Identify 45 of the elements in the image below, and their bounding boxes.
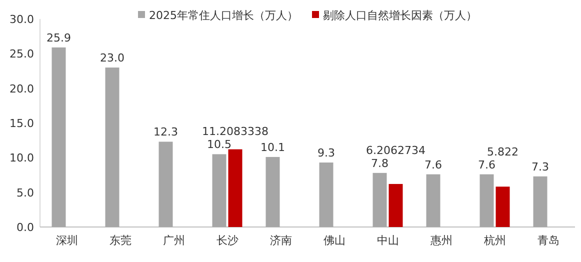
data-label: 5.822 [487,145,518,158]
x-tick-label: 杭州 [482,234,506,247]
x-tick-label: 中山 [376,234,399,247]
data-label: 7.6 [478,158,496,172]
y-tick-label: 10.0 [10,152,34,165]
bar [480,174,494,227]
x-tick-label: 长沙 [216,234,238,247]
y-tick-label: 30.0 [10,13,34,26]
data-label: 7.8 [371,156,388,170]
y-tick-label: 0.0 [16,221,34,234]
x-tick-label: 东莞 [109,234,132,247]
x-tick-label: 佛山 [323,234,346,247]
y-tick-label: 25.0 [10,48,34,61]
data-label: 9.3 [318,146,335,160]
bar [266,156,280,227]
data-label: 7.6 [424,158,442,172]
bar [388,184,403,227]
bar [228,149,242,227]
bar [52,47,66,227]
data-label: 11.2083338 [202,125,268,138]
bar [319,162,334,227]
data-label: 25.9 [46,31,71,44]
legend-label: 2025年常住人口增长（万人） [149,9,298,22]
data-label: 10.1 [260,140,285,154]
bar [158,142,173,227]
x-tick-label: 济南 [270,234,292,247]
y-tick-label: 20.0 [10,82,34,96]
x-tick-label: 惠州 [429,234,452,247]
bar [533,176,548,227]
x-tick-label: 深圳 [56,234,78,247]
data-label: 12.3 [154,126,178,139]
bar [496,186,510,227]
data-label: 6.2062734 [366,144,426,157]
bar [212,154,226,227]
x-tick-label: 青岛 [537,234,560,247]
x-tick-label: 广州 [162,234,185,247]
bar [372,172,387,227]
data-label: 10.5 [207,138,232,152]
data-label: 23.0 [100,52,124,65]
data-label: 7.3 [532,160,549,174]
y-tick-label: 15.0 [10,117,34,130]
bar [105,68,120,227]
legend-label: 剔除人口自然增长因素（万人） [323,9,477,22]
bar [426,174,440,227]
y-tick-label: 5.0 [16,186,34,200]
